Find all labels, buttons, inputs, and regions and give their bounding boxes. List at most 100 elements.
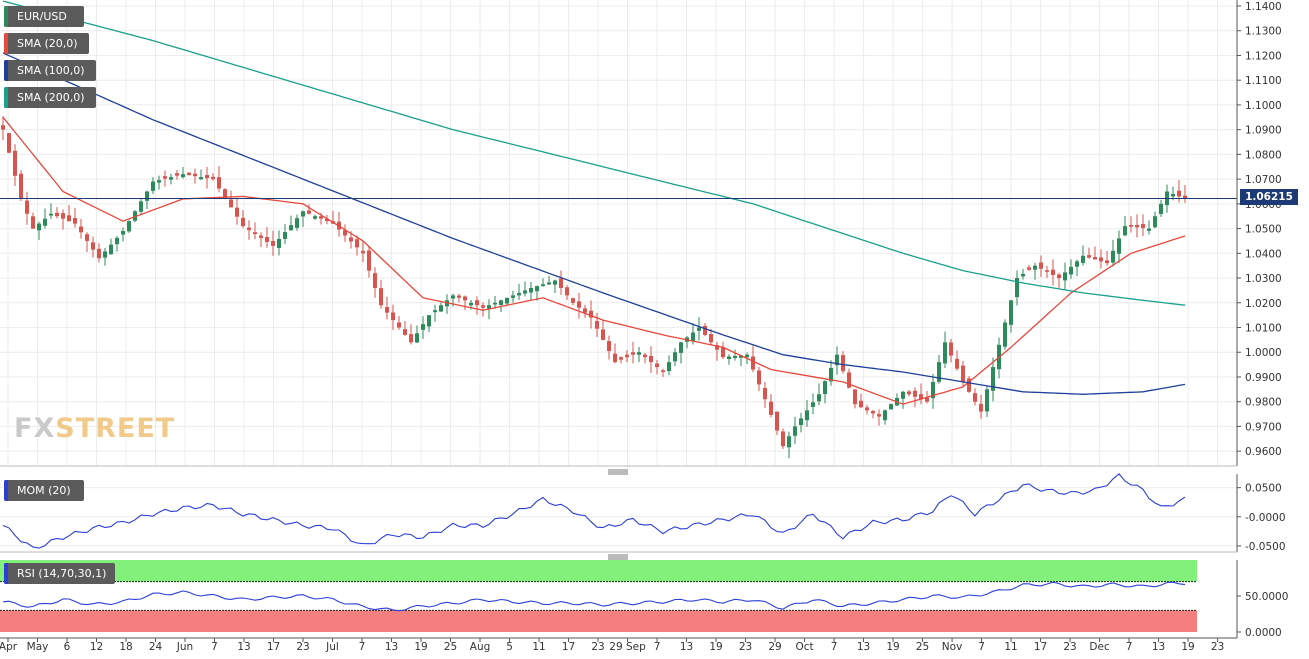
- candle-body: [1087, 255, 1091, 258]
- candle-body: [25, 200, 29, 214]
- candle-body: [1123, 226, 1127, 236]
- candle-body: [319, 216, 323, 219]
- candle-body: [559, 278, 563, 288]
- x-tick-label: 19: [886, 641, 899, 653]
- candle-body: [391, 312, 395, 321]
- y-tick-label: 0.9700: [1245, 421, 1282, 433]
- candle-body: [967, 378, 971, 392]
- legend-symbol[interactable]: EUR/USD: [4, 6, 84, 27]
- candle-body: [1105, 260, 1109, 264]
- candle-body: [157, 180, 161, 183]
- legend-sma100-label: SMA (100,0): [17, 64, 85, 77]
- y-tick-label: 1.0700: [1245, 174, 1282, 186]
- candle-body: [235, 207, 239, 217]
- y-tick-label: 1.0400: [1245, 248, 1282, 260]
- candle-body: [1027, 267, 1031, 270]
- y-tick-label: 1.1100: [1245, 75, 1282, 87]
- candle-body: [775, 411, 779, 431]
- candle-body: [853, 389, 857, 405]
- x-tick-label: 7: [978, 641, 985, 653]
- candle-body: [169, 177, 173, 180]
- x-tick-label: 24: [149, 641, 163, 653]
- candle-body: [823, 381, 827, 395]
- candle-body: [691, 332, 695, 341]
- axes: [0, 0, 1241, 642]
- candle-body: [697, 327, 701, 331]
- legend-sma20[interactable]: SMA (20,0): [4, 33, 89, 54]
- rsi-swatch: [4, 563, 8, 584]
- candle-body: [193, 173, 197, 177]
- candle-body: [949, 342, 953, 356]
- x-tick-label: 18: [119, 641, 132, 653]
- candle-body: [49, 213, 53, 216]
- x-tick-label: 23: [1211, 641, 1224, 653]
- candle-body: [1033, 265, 1037, 270]
- candle-body: [523, 290, 527, 294]
- candle-body: [925, 397, 929, 402]
- candle-body: [817, 394, 821, 402]
- y-tick-labels: 1.1400 1.1300 1.1200 1.1100 1.1000 1.0900 1.08…: [1245, 1, 1288, 639]
- y-tick-label: 1.1400: [1245, 1, 1282, 13]
- candle-body: [85, 234, 89, 241]
- candle-body: [1141, 224, 1145, 228]
- candle-body: [805, 410, 809, 421]
- legend-mom[interactable]: MOM (20): [4, 480, 84, 501]
- candle-body: [229, 199, 233, 208]
- candle-body: [37, 223, 41, 231]
- candle-body: [349, 237, 353, 242]
- candle-body: [451, 295, 455, 299]
- x-tick-label: 23: [296, 641, 309, 653]
- candle-body: [343, 230, 347, 236]
- x-tick-labels: Apr May 6 12 18 24 Jun 7 13 17 23 Jul 7 13 19 25 Aug 5 11 1…: [0, 641, 1224, 653]
- x-tick-label: 13: [1152, 641, 1165, 653]
- candle-body: [907, 391, 911, 395]
- candle-body: [937, 362, 941, 382]
- candle-body: [469, 302, 473, 306]
- main-pane-bg: [0, 0, 1237, 466]
- candle-body: [145, 191, 149, 201]
- candle-body: [97, 248, 101, 259]
- candle-body: [661, 370, 665, 373]
- candle-body: [127, 221, 131, 232]
- candle-body: [1045, 270, 1049, 272]
- rsi-gridlines: [0, 560, 1237, 632]
- candle-body: [427, 315, 431, 327]
- legend-sma200-label: SMA (200,0): [17, 91, 85, 104]
- candle-body: [385, 307, 389, 313]
- sma200-swatch: [4, 87, 8, 108]
- x-tick-label: Jun: [176, 641, 193, 653]
- candle-body: [421, 324, 425, 330]
- candle-body: [985, 389, 989, 412]
- x-tick-label: 7: [211, 641, 218, 653]
- candle-body: [799, 418, 803, 426]
- momentum-line: [2, 473, 1186, 549]
- candle-body: [283, 232, 287, 239]
- candle-body: [1147, 228, 1151, 231]
- candle-body: [883, 410, 887, 421]
- candle-body: [115, 237, 119, 245]
- legend-sma200[interactable]: SMA (200,0): [4, 87, 96, 108]
- legend-rsi[interactable]: RSI (14,70,30,1): [4, 563, 115, 584]
- candle-body: [313, 216, 317, 219]
- candle-body: [727, 356, 731, 360]
- candle-body: [205, 175, 209, 179]
- candle-body: [763, 387, 767, 400]
- candle-body: [835, 354, 839, 366]
- legend-sma100[interactable]: SMA (100,0): [4, 60, 96, 81]
- candle-body: [721, 347, 725, 358]
- candle-body: [475, 300, 479, 306]
- candle-body: [457, 295, 461, 298]
- candle-body: [577, 301, 581, 308]
- candle-body: [481, 305, 485, 308]
- candle-body: [439, 305, 443, 312]
- x-tick-label: 17: [1034, 641, 1047, 653]
- candle-body: [655, 363, 659, 368]
- legend-symbol-label: EUR/USD: [17, 10, 67, 23]
- sma100-swatch: [4, 60, 8, 81]
- candle-body: [667, 362, 671, 372]
- candle-body: [547, 282, 551, 285]
- candle-body: [637, 352, 641, 355]
- x-tick-label: 13: [680, 641, 693, 653]
- candle-body: [871, 410, 875, 414]
- x-tick-label: 11: [532, 641, 545, 653]
